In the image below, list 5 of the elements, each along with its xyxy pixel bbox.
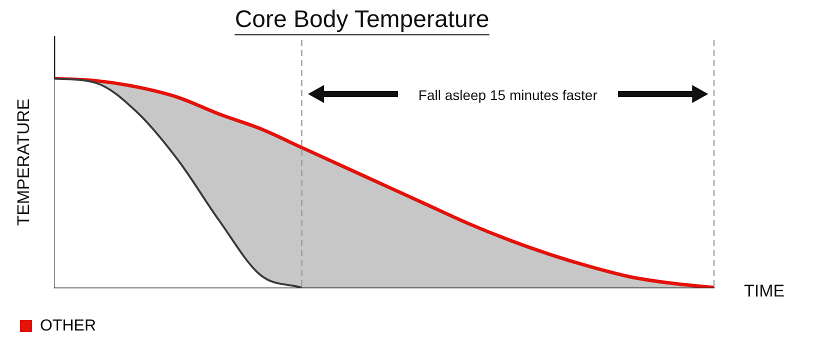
y-axis-title: TEMPERATURE [14,98,33,226]
x-axis-title: TIME [744,281,785,300]
annotation: Fall asleep 15 minutes faster [418,86,598,103]
legend-label: OTHER [40,317,96,334]
chart-title: Core Body Temperature [234,6,490,34]
